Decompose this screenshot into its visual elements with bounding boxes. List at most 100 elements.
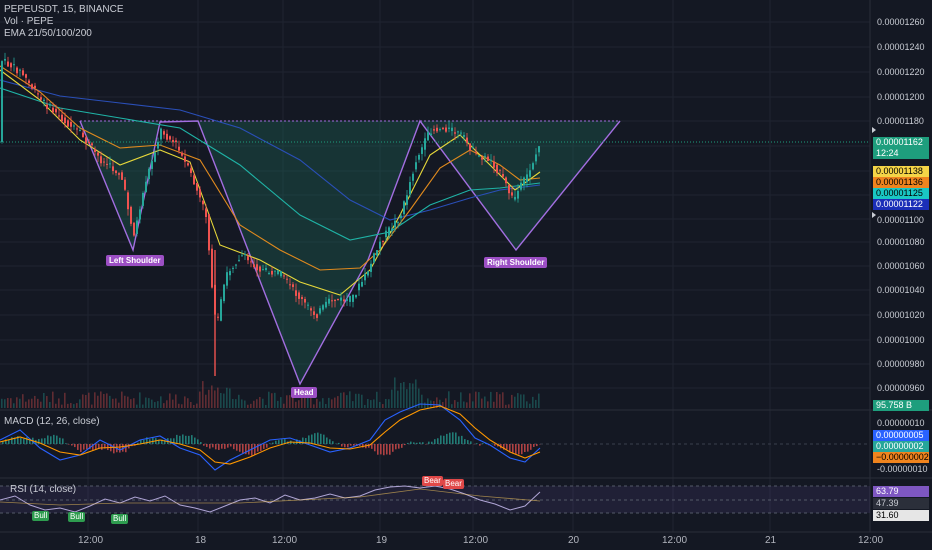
macd-histogram-bar: [428, 441, 430, 444]
candle-body: [94, 149, 96, 153]
macd-histogram-bar: [5, 439, 7, 444]
macd-histogram-bar: [272, 442, 274, 444]
macd-histogram-bar: [53, 434, 55, 444]
rsi-legend[interactable]: RSI (14, close): [10, 484, 77, 495]
macd-histogram-bar: [158, 439, 160, 444]
volume-bar: [34, 395, 36, 408]
macd-histogram-bar: [515, 444, 517, 455]
triangle-marker-icon: [872, 212, 876, 218]
macd-histogram-bar: [509, 444, 511, 453]
candle-body: [37, 93, 39, 95]
volume-bar: [91, 404, 93, 408]
macd-histogram-bar: [374, 444, 376, 452]
signal-tag: −0.00000002: [873, 452, 929, 463]
macd-histogram-bar: [533, 444, 535, 447]
volume-bar: [217, 387, 219, 408]
volume-bar: [364, 404, 366, 408]
candle-body: [400, 215, 402, 219]
macd-histogram-bar: [182, 434, 184, 444]
candle-body: [1, 61, 3, 142]
ema-200: [0, 79, 541, 221]
candle-body: [322, 305, 324, 310]
candle-body: [256, 264, 258, 271]
candle-body: [199, 189, 201, 198]
volume-bar: [496, 392, 498, 408]
volume-bar: [502, 392, 504, 408]
macd-histogram-bar: [113, 444, 115, 454]
candle-body: [430, 133, 432, 136]
volume-bar: [280, 397, 282, 408]
volume-bar: [43, 392, 45, 408]
volume-bar: [85, 394, 87, 408]
candle-body: [442, 127, 444, 130]
volume-bar: [250, 403, 252, 408]
candle-body: [196, 182, 198, 191]
volume-bar: [136, 404, 138, 408]
macd-histogram-bar: [263, 444, 265, 449]
volume-bar: [463, 401, 465, 408]
bull-signal[interactable]: Bull: [32, 511, 50, 521]
candle-body: [454, 132, 456, 134]
volume-bar: [199, 391, 201, 408]
macd-histogram-bar: [236, 444, 238, 451]
volume-legend[interactable]: Vol · PEPE: [4, 16, 54, 27]
volume-bar: [13, 403, 15, 408]
macd-histogram-bar: [377, 444, 379, 455]
bear-signal[interactable]: Bear: [422, 476, 443, 486]
rsi-ma: [0, 488, 541, 506]
volume-bar: [292, 394, 294, 408]
ema-legend[interactable]: EMA 21/50/100/200: [4, 28, 92, 39]
right-shoulder-label[interactable]: Right Shoulder: [484, 257, 548, 268]
bull-signal[interactable]: Bull: [111, 514, 129, 524]
volume-bar: [334, 397, 336, 408]
macd-histogram-bar: [152, 437, 154, 444]
macd-histogram-bar: [317, 432, 319, 444]
volume-bar: [337, 396, 339, 408]
candle-body: [154, 152, 156, 162]
candle-body: [217, 316, 219, 318]
head-label[interactable]: Head: [291, 387, 317, 398]
candle-body: [250, 261, 252, 263]
macd-histogram-bar: [323, 434, 325, 444]
macd-histogram-bar: [308, 435, 310, 444]
candle-body: [532, 163, 534, 170]
candle-body: [16, 67, 18, 74]
candle-body: [169, 136, 171, 140]
macd-histogram-bar: [107, 444, 109, 451]
candle-body: [127, 192, 129, 210]
volume-bar: [412, 383, 414, 408]
macd-histogram-bar: [209, 444, 211, 449]
volume-bar: [82, 394, 84, 408]
left-shoulder-label[interactable]: Left Shoulder: [106, 255, 164, 266]
volume-bar: [109, 395, 111, 408]
volume-bar: [271, 393, 273, 408]
volume-bar: [529, 403, 531, 408]
symbol-legend[interactable]: PEPEUSDT, 15, BINANCE: [4, 4, 124, 15]
volume-bar: [79, 399, 81, 408]
candle-body: [109, 163, 111, 165]
volume-bar: [406, 389, 408, 408]
time-axis-label: 20: [568, 535, 580, 546]
macd-histogram-bar: [479, 444, 481, 446]
candle-body: [508, 184, 510, 194]
candle-body: [361, 281, 363, 287]
candle-body: [178, 146, 180, 151]
volume-bar: [514, 396, 516, 408]
volume-bar: [448, 391, 450, 408]
candle-body: [238, 259, 240, 261]
candle-body: [478, 155, 480, 157]
bull-signal[interactable]: Bull: [68, 512, 86, 522]
volume-bar: [286, 395, 288, 408]
volume-bar: [322, 398, 324, 408]
bear-signal[interactable]: Bear: [443, 479, 464, 489]
volume-bar: [388, 399, 390, 408]
macd-legend[interactable]: MACD (12, 26, close): [4, 416, 100, 427]
volume-bar: [25, 401, 27, 408]
candle-body: [79, 130, 81, 132]
candle-body: [325, 301, 327, 308]
macd-histogram-bar: [326, 437, 328, 444]
candle-body: [13, 64, 15, 66]
macd-histogram-bar: [65, 443, 67, 444]
